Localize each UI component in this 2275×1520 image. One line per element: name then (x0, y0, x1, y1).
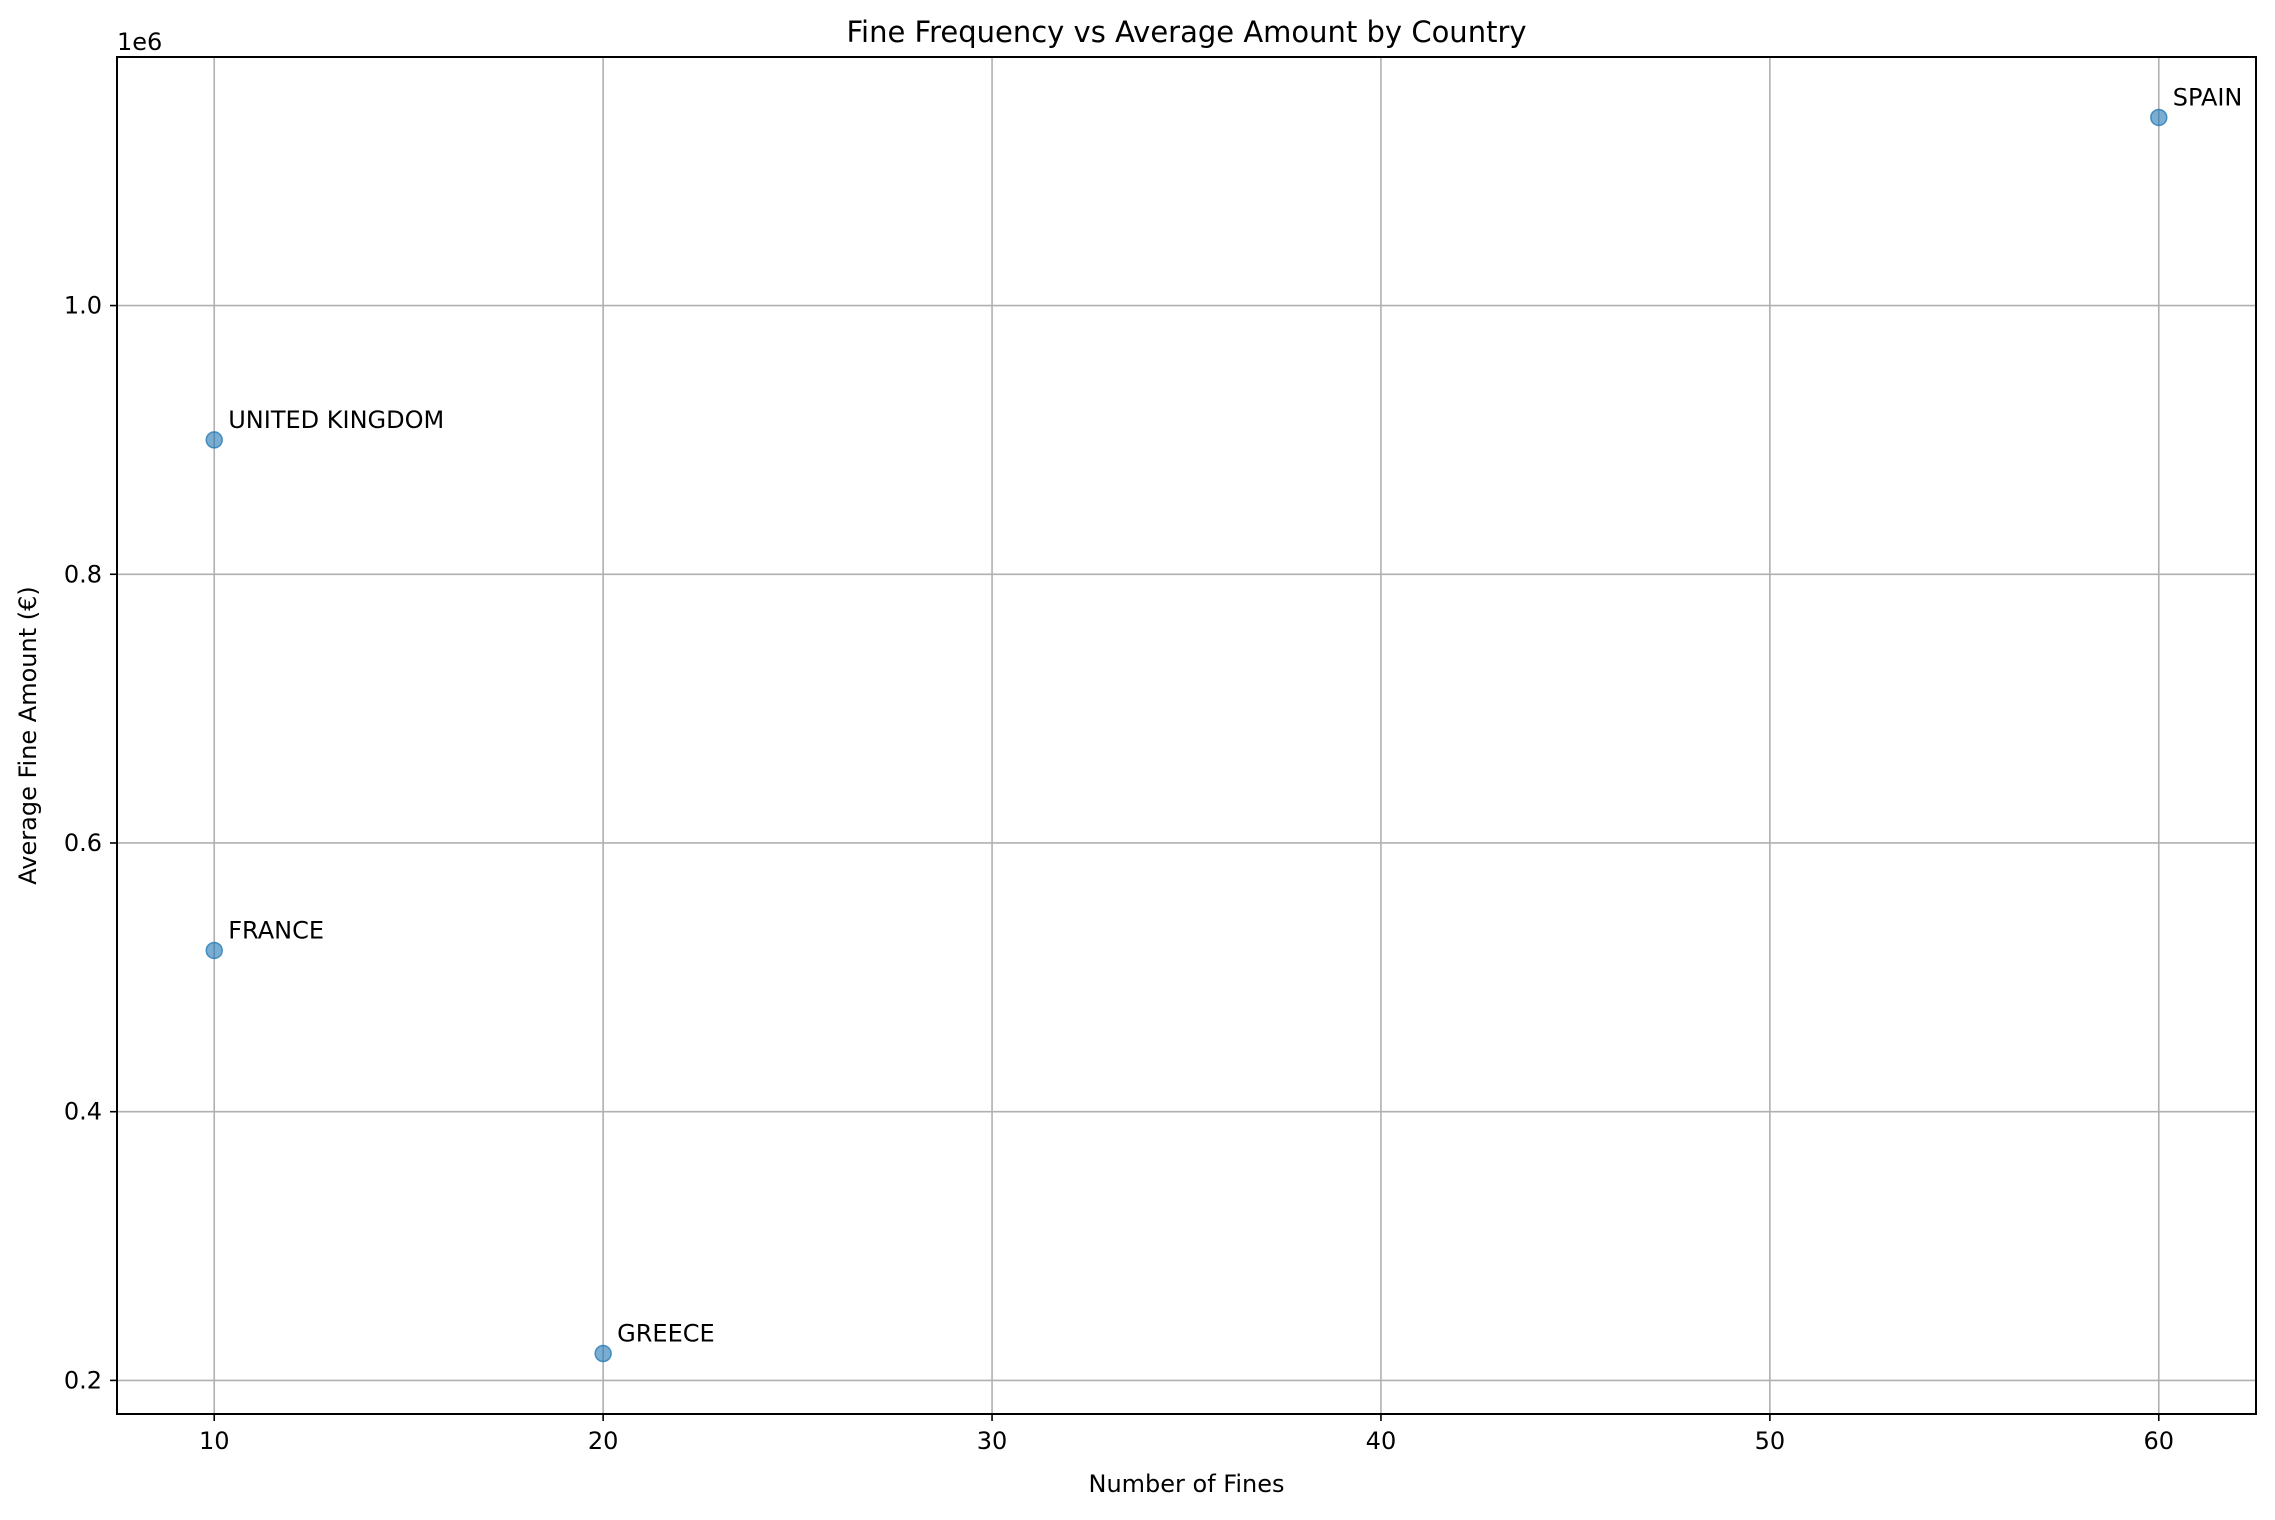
point-label: SPAIN (2173, 83, 2243, 111)
point-label: FRANCE (228, 916, 324, 944)
y-tick-label: 0.4 (64, 1098, 102, 1126)
grid-layer (117, 57, 2256, 1414)
point-label: UNITED KINGDOM (228, 406, 444, 434)
scatter-point (594, 1344, 612, 1363)
ticks-layer: 10 20 30 40 50 60 0.2 0.4 0.6 0.8 1.0 (64, 292, 2174, 1455)
points-layer: SPAIN UNITED KINGDOM FRANCE GREECE (205, 83, 2243, 1363)
x-tick-label: 10 (199, 1427, 230, 1455)
x-tick-label: 30 (977, 1427, 1008, 1455)
scatter-point (205, 431, 223, 449)
x-tick-label: 40 (1366, 1427, 1397, 1455)
x-axis-label: Number of Fines (1088, 1470, 1284, 1498)
y-tick-label: 0.2 (64, 1366, 102, 1394)
x-tick-label: 60 (2143, 1427, 2174, 1455)
x-tick-label: 50 (1755, 1427, 1786, 1455)
plot-frame (116, 56, 2257, 1415)
scatter-point (205, 941, 223, 960)
y-tick-label: 1.0 (64, 292, 102, 320)
y-tick-label: 0.8 (64, 560, 102, 588)
y-axis-label: Average Fine Amount (€) (14, 586, 42, 884)
y-tick-label: 0.6 (64, 829, 102, 857)
y-axis-offset-label: 1e6 (117, 28, 162, 56)
scatter-point (2150, 108, 2168, 127)
x-tick-label: 20 (588, 1427, 619, 1455)
point-label: GREECE (617, 1320, 715, 1348)
chart-title: Fine Frequency vs Average Amount by Coun… (846, 15, 1526, 49)
